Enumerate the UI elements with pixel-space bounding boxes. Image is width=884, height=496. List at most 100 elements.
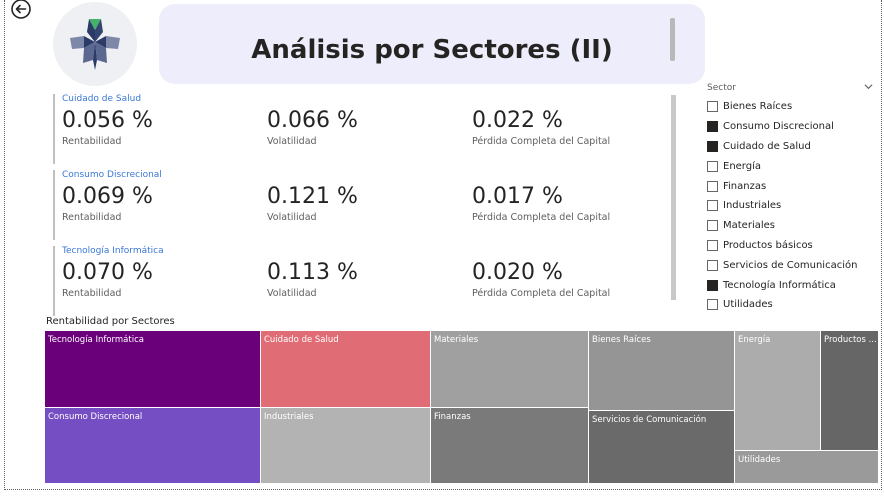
metric-value: 0.069 % <box>62 184 153 209</box>
slicer-item[interactable]: Cuidado de Salud <box>707 137 877 157</box>
treemap-tile-label: Consumo Discrecional <box>48 412 143 422</box>
slicer-item[interactable]: Materiales <box>707 216 877 236</box>
slicer-item[interactable]: Industriales <box>707 196 877 216</box>
metric-value: 0.066 % <box>267 108 358 133</box>
metric-value: 0.022 % <box>472 108 563 133</box>
metric-label: Rentabilidad <box>62 136 122 147</box>
slicer-checkbox[interactable] <box>707 299 718 311</box>
metric-perdida: 0.020 % Pérdida Completa del Capital <box>472 260 610 299</box>
slicer-checkbox[interactable] <box>707 160 718 172</box>
slicer-checkbox[interactable] <box>707 279 718 291</box>
report-frame <box>4 0 882 490</box>
slicer-item-label: Consumo Discrecional <box>723 121 834 133</box>
kpi-card-health: Cuidado de Salud 0.056 % Rentabilidad 0.… <box>53 94 663 164</box>
metric-value: 0.121 % <box>267 184 358 209</box>
metric-label: Volatilidad <box>267 288 317 299</box>
treemap-tile[interactable]: Servicios de Comunicación <box>589 411 735 484</box>
slicer-item[interactable]: Bienes Raíces <box>707 97 877 117</box>
treemap-tile-label: Bienes Raíces <box>592 335 651 345</box>
treemap-tile[interactable]: Consumo Discrecional <box>45 408 261 484</box>
treemap-title: Rentabilidad por Sectores <box>46 316 175 327</box>
slicer-item[interactable]: Finanzas <box>707 176 877 196</box>
slicer-item[interactable]: Consumo Discrecional <box>707 117 877 137</box>
treemap-tile[interactable]: Finanzas <box>431 408 589 484</box>
slicer-item[interactable]: Tecnología Informática <box>707 275 877 295</box>
metric-label: Rentabilidad <box>62 288 122 299</box>
chevron-down-icon[interactable] <box>864 82 873 91</box>
slicer-checkbox[interactable] <box>707 180 718 192</box>
slicer-item-label: Finanzas <box>723 180 767 192</box>
title-scrollbar[interactable] <box>670 18 675 61</box>
metric-volatilidad: 0.113 % Volatilidad <box>267 260 358 299</box>
treemap-tile[interactable]: Tecnología Informática <box>45 331 261 408</box>
kpi-card-consumer: Consumo Discrecional 0.069 % Rentabilida… <box>53 170 663 240</box>
metric-value: 0.020 % <box>472 260 563 285</box>
card-sector-title: Cuidado de Salud <box>62 94 142 104</box>
treemap-tile-label: Productos ... <box>824 335 877 345</box>
slicer-item-label: Materiales <box>723 220 775 232</box>
metric-perdida: 0.017 % Pérdida Completa del Capital <box>472 184 610 223</box>
arrow-left-circle-icon[interactable] <box>10 0 32 22</box>
slicer-checkbox[interactable] <box>707 200 718 212</box>
metric-perdida: 0.022 % Pérdida Completa del Capital <box>472 108 610 147</box>
treemap-tile-label: Finanzas <box>434 412 471 422</box>
slicer-item-label: Productos básicos <box>723 239 813 251</box>
treemap-tile[interactable]: Industriales <box>261 408 431 484</box>
metric-label: Rentabilidad <box>62 212 122 223</box>
treemap-tile[interactable]: Cuidado de Salud <box>261 331 431 408</box>
metric-label: Pérdida Completa del Capital <box>472 212 611 223</box>
treemap-tile[interactable]: Productos ... <box>821 331 879 451</box>
treemap-tile-label: Materiales <box>434 335 479 345</box>
treemap-tile-label: Cuidado de Salud <box>264 335 339 345</box>
slicer-list: Bienes Raíces Consumo Discrecional Cuidado… <box>707 97 877 315</box>
metric-rentabilidad: 0.056 % Rentabilidad <box>62 108 153 147</box>
card-sector-title: Consumo Discrecional <box>62 170 162 180</box>
metric-rentabilidad: 0.069 % Rentabilidad <box>62 184 153 223</box>
slicer-checkbox[interactable] <box>707 121 718 133</box>
slicer-checkbox[interactable] <box>707 140 718 152</box>
treemap-tile-label: Tecnología Informática <box>48 335 144 345</box>
metric-rentabilidad: 0.070 % Rentabilidad <box>62 260 153 299</box>
slicer-item-label: Cuidado de Salud <box>723 140 811 152</box>
treemap-tile-label: Energía <box>738 335 771 345</box>
metric-value: 0.113 % <box>267 260 358 285</box>
metric-label: Pérdida Completa del Capital <box>472 136 611 147</box>
slicer-item[interactable]: Servicios de Comunicación <box>707 255 877 275</box>
slicer-checkbox[interactable] <box>707 259 718 271</box>
treemap-tile-label: Industriales <box>264 412 314 422</box>
slicer-checkbox[interactable] <box>707 101 718 113</box>
slicer-title: Sector <box>707 83 736 93</box>
slicer-item[interactable]: Utilidades <box>707 295 877 315</box>
title-banner: Análisis por Sectores (II) <box>159 4 705 84</box>
treemap-tile[interactable]: Energía <box>735 331 821 451</box>
metric-volatilidad: 0.066 % Volatilidad <box>267 108 358 147</box>
treemap-tile[interactable]: Bienes Raíces <box>589 331 735 411</box>
metric-volatilidad: 0.121 % Volatilidad <box>267 184 358 223</box>
slicer-checkbox[interactable] <box>707 239 718 251</box>
page-title: Análisis por Sectores (II) <box>251 35 613 65</box>
slicer-item-label: Energía <box>723 160 761 172</box>
metric-value: 0.017 % <box>472 184 563 209</box>
slicer-header: Sector <box>707 83 877 97</box>
card-sector-title: Tecnología Informática <box>62 246 164 256</box>
metric-value: 0.056 % <box>62 108 153 133</box>
treemap-tile[interactable]: Materiales <box>431 331 589 408</box>
slicer-item-label: Industriales <box>723 200 782 212</box>
kpi-card-tech: Tecnología Informática 0.070 % Rentabili… <box>53 246 663 316</box>
slicer-checkbox[interactable] <box>707 220 718 232</box>
metric-value: 0.070 % <box>62 260 153 285</box>
slicer-item[interactable]: Energía <box>707 156 877 176</box>
metric-label: Volatilidad <box>267 136 317 147</box>
cards-scrollbar[interactable] <box>671 95 676 300</box>
sector-slicer: Sector Bienes Raíces Consumo Discrecional… <box>707 83 877 315</box>
treemap-tile[interactable]: Utilidades <box>735 451 879 484</box>
metric-label: Pérdida Completa del Capital <box>472 288 611 299</box>
slicer-item[interactable]: Productos básicos <box>707 236 877 256</box>
logo <box>53 2 137 86</box>
sector-treemap: Tecnología Informática Consumo Discrecion… <box>45 331 879 484</box>
slicer-item-label: Tecnología Informática <box>723 279 836 291</box>
metric-label: Volatilidad <box>267 212 317 223</box>
star-logo-icon <box>70 19 120 70</box>
slicer-item-label: Servicios de Comunicación <box>723 259 858 271</box>
treemap-tile-label: Servicios de Comunicación <box>592 415 707 425</box>
